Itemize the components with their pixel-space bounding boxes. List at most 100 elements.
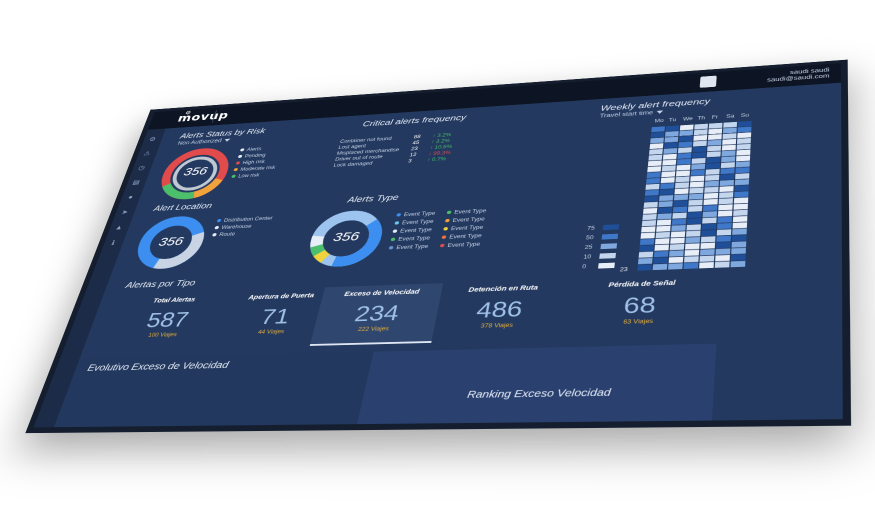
heatmap-cell[interactable]	[736, 155, 750, 161]
heatmap-cell[interactable]	[722, 150, 736, 156]
heatmap-cell[interactable]	[720, 174, 734, 180]
heatmap-cell[interactable]	[707, 151, 721, 157]
warning-icon[interactable]: ▲	[114, 224, 125, 231]
heatmap-cell[interactable]	[688, 200, 702, 206]
heatmap-cell[interactable]	[715, 255, 730, 261]
kpi-card[interactable]: Pérdida de Señal 68 63 Viajes	[572, 279, 708, 327]
heatmap-cell[interactable]	[642, 214, 656, 220]
heatmap-cell[interactable]	[678, 147, 692, 153]
clock-icon[interactable]: ◷	[136, 164, 147, 171]
heatmap-cell[interactable]	[690, 182, 704, 188]
kpi-card[interactable]: Exceso de Velocidad 234 222 Viajes	[310, 283, 444, 346]
heatmap-cell[interactable]	[716, 236, 731, 242]
heatmap-cell[interactable]	[706, 157, 720, 163]
types-legend-item[interactable]: Event Type	[392, 228, 432, 235]
heatmap-cell[interactable]	[706, 163, 720, 169]
heatmap-cell[interactable]	[684, 256, 699, 262]
user-info[interactable]: saudi saudi saudi@saudi.com	[767, 68, 830, 84]
heatmap-cell[interactable]	[687, 218, 701, 224]
heatmap-cell[interactable]	[718, 204, 732, 210]
heatmap-cell[interactable]	[693, 146, 707, 152]
heatmap-cell[interactable]	[738, 121, 752, 127]
heatmap-cell[interactable]	[675, 176, 689, 182]
heatmap-cell[interactable]	[660, 189, 674, 195]
heatmap-cell[interactable]	[702, 224, 717, 230]
types-legend-item[interactable]: Event Type	[439, 242, 480, 249]
heatmap-cell[interactable]	[655, 238, 670, 244]
heatmap-cell[interactable]	[687, 212, 701, 218]
heatmap-cell[interactable]	[692, 152, 706, 158]
heatmap-cell[interactable]	[693, 135, 707, 141]
heatmap-cell[interactable]	[686, 231, 701, 237]
send-icon[interactable]: ➤	[119, 209, 130, 216]
heatmap-cell[interactable]	[664, 142, 678, 148]
heatmap-cell[interactable]	[658, 207, 672, 213]
heatmap-cell[interactable]	[733, 210, 747, 216]
pin-icon[interactable]: ●	[125, 194, 136, 201]
heatmap-cell[interactable]	[680, 125, 694, 131]
heatmap-cell[interactable]	[717, 229, 732, 235]
heatmap-cell[interactable]	[733, 222, 748, 228]
heatmap-cell[interactable]	[719, 198, 733, 204]
heatmap-cell[interactable]	[658, 201, 672, 207]
risk-legend-item[interactable]: Pending	[237, 153, 266, 159]
heatmap-cell[interactable]	[715, 261, 730, 267]
heatmap-cell[interactable]	[704, 187, 718, 193]
heatmap-cell[interactable]	[691, 170, 705, 176]
types-legend-item[interactable]: Event Type	[443, 225, 484, 232]
types-legend-item[interactable]: Event Type	[396, 211, 436, 218]
heatmap-cell[interactable]	[690, 176, 704, 182]
heatmap-cell[interactable]	[735, 185, 749, 191]
heatmap-cell[interactable]	[685, 250, 700, 256]
risk-legend-item[interactable]: Moderate risk	[233, 166, 276, 173]
heatmap-cell[interactable]	[722, 139, 736, 145]
heatmap-cell[interactable]	[648, 160, 662, 166]
heatmap-cell[interactable]	[649, 149, 663, 155]
heatmap-cell[interactable]	[692, 158, 706, 164]
heatmap-cell[interactable]	[721, 162, 735, 168]
heatmap-cell[interactable]	[644, 196, 658, 202]
heatmap-cell[interactable]	[670, 238, 685, 244]
heatmap-cell[interactable]	[659, 195, 673, 201]
settings-icon[interactable]: ⚙	[147, 136, 157, 143]
heatmap-cell[interactable]	[657, 213, 671, 219]
heatmap-cell[interactable]	[723, 128, 737, 134]
heatmap-cell[interactable]	[674, 188, 688, 194]
heatmap-cell[interactable]	[663, 154, 677, 160]
heatmap-cell[interactable]	[720, 180, 734, 186]
heatmap-cell[interactable]	[733, 216, 748, 222]
heatmap-cell[interactable]	[734, 197, 748, 203]
heatmap-cell[interactable]	[736, 161, 750, 167]
heatmap-cell[interactable]	[645, 190, 659, 196]
heatmap-cell[interactable]	[668, 263, 683, 269]
heatmap-cell[interactable]	[735, 167, 749, 173]
heatmap-cell[interactable]	[653, 257, 668, 263]
heatmap-cell[interactable]	[645, 184, 659, 190]
heatmap-cell[interactable]	[720, 168, 734, 174]
heatmap-cell[interactable]	[678, 142, 692, 148]
heatmap-cell[interactable]	[702, 217, 716, 223]
heatmap-cell[interactable]	[671, 231, 686, 237]
heatmap-cell[interactable]	[737, 132, 751, 138]
heatmap-cell[interactable]	[657, 219, 671, 225]
types-legend-item[interactable]: Event Type	[394, 220, 434, 227]
heatmap-cell[interactable]	[654, 245, 669, 251]
heatmap-cell[interactable]	[723, 133, 737, 139]
heatmap-cell[interactable]	[731, 254, 746, 260]
heatmap-cell[interactable]	[676, 170, 690, 176]
heatmap-cell[interactable]	[731, 261, 746, 267]
location-legend-item[interactable]: Route	[211, 232, 235, 238]
types-legend-item[interactable]: Event Type	[388, 244, 428, 251]
heatmap-cell[interactable]	[661, 171, 675, 177]
heatmap-cell[interactable]	[700, 256, 715, 262]
heatmap-cell[interactable]	[665, 137, 679, 143]
heatmap-cell[interactable]	[686, 237, 701, 243]
heatmap-cell[interactable]	[656, 226, 670, 232]
app-logo[interactable]: movup	[176, 110, 230, 125]
heatmap-cell[interactable]	[722, 145, 736, 151]
heatmap-cell[interactable]	[703, 205, 717, 211]
alert-icon[interactable]: ⚠	[142, 150, 153, 157]
heatmap-cell[interactable]	[719, 186, 733, 192]
heatmap-cell[interactable]	[673, 200, 687, 206]
heatmap-cell[interactable]	[718, 210, 732, 216]
